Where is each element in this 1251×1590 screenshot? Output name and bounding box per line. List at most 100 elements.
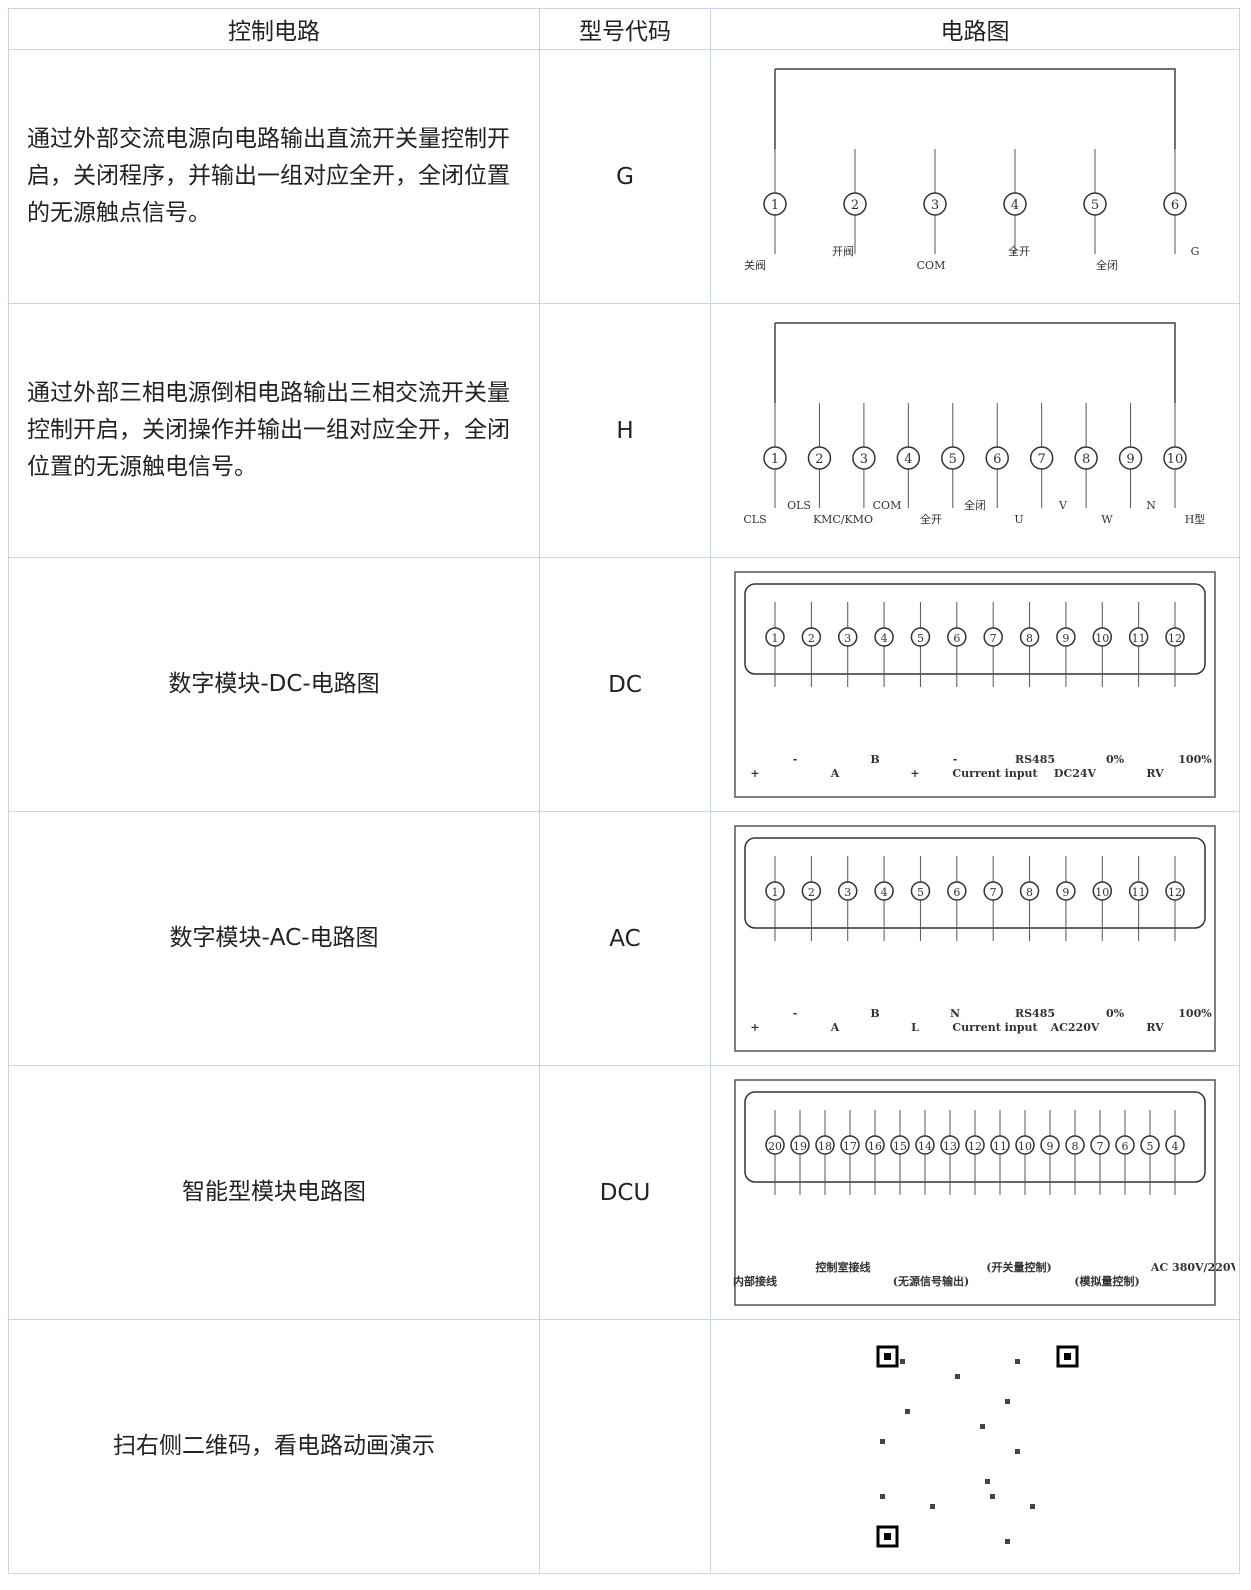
terminal-label: 17 (843, 1140, 857, 1153)
diagram-label: 开阀 (832, 244, 854, 258)
diagram-label: 全开 (920, 512, 942, 526)
terminal-label: 8 (1082, 452, 1090, 467)
terminal-label: 8 (1072, 1140, 1079, 1153)
diagram-label: 内部接线 (733, 1274, 777, 1288)
terminal-label: 11 (1132, 886, 1146, 899)
terminal (1019, 627, 1040, 647)
terminal-label: 16 (868, 1140, 882, 1153)
diagram-label: 控制室接线 (816, 1260, 871, 1274)
terminal-label: 5 (917, 632, 924, 645)
diagram-label: N (1146, 499, 1156, 512)
diagram-label: + (910, 767, 919, 780)
code: DC (539, 557, 711, 812)
terminal-label: 4 (1011, 198, 1019, 213)
terminal-label: 20 (768, 1140, 782, 1153)
terminal (763, 192, 787, 216)
terminal-label: 12 (1168, 632, 1182, 645)
row: 数字模块-DC-电路图 DC 1 2 3 4 5 6 7 8 9 10 11 12 + - A B + - Curren… (8, 557, 1240, 812)
header-cell: 控制电路 (8, 8, 540, 50)
code: AC (539, 811, 711, 1066)
terminal-label: 15 (893, 1140, 907, 1153)
terminal (1056, 627, 1076, 647)
diagram-label: - (793, 753, 798, 766)
diagram-label: L (911, 1021, 919, 1034)
diagram-label: KMC/KMO (813, 513, 873, 526)
circuit-diagram (876, 1345, 1079, 1548)
terminal (1090, 1135, 1110, 1155)
diagram-label: 100% (1178, 1007, 1212, 1020)
terminal-label: 4 (904, 452, 912, 467)
diagram-label: G (1191, 245, 1200, 258)
diagram-label: 100% (1178, 753, 1212, 766)
qr-module (1015, 1449, 1020, 1454)
terminal-label: 7 (990, 886, 997, 899)
diagram-label: COM (917, 259, 946, 272)
qr-module (1015, 1359, 1020, 1364)
diagram-label: RS485 (1015, 753, 1055, 766)
description: 数字模块-AC-电路图 (8, 811, 540, 1066)
diagram-label: 全闭 (1096, 258, 1118, 272)
terminal-label: 5 (949, 452, 957, 467)
qr-module (955, 1374, 960, 1379)
terminal (1128, 881, 1149, 901)
terminal (1140, 1135, 1160, 1155)
terminal (947, 627, 967, 647)
terminal-label: 2 (815, 452, 823, 467)
row: 智能型模块电路图 DCU 20 19 18 17 16 15 14 13 12 11 10 9 8 7 6 5 4 内… (8, 1065, 1240, 1320)
terminal-label: 6 (1171, 198, 1179, 213)
terminal (840, 1135, 860, 1155)
terminal (815, 1135, 835, 1155)
terminal-label: 7 (1097, 1140, 1104, 1153)
row: 扫右侧二维码，看电路动画演示 (8, 1319, 1240, 1574)
panel-inner (744, 583, 1206, 675)
diagram-label: W (1101, 513, 1113, 526)
terminal (947, 881, 967, 901)
terminal (890, 1135, 910, 1155)
terminal-label: 6 (993, 452, 1001, 467)
terminal-label: 3 (860, 452, 868, 467)
terminal (1003, 192, 1027, 216)
diagram-label: (开关量控制) (986, 1260, 1051, 1274)
terminal (1065, 1135, 1085, 1155)
panel-inner (744, 837, 1206, 929)
terminal (896, 446, 921, 470)
diagram-label: (模拟量控制) (1074, 1274, 1139, 1288)
diagram-label: AC220V (1050, 1021, 1100, 1034)
row: 通过外部交流电源向电路输出直流开关量控制开启，关闭程序，并输出一组对应全开，全闭… (8, 49, 1240, 304)
terminal (1074, 446, 1098, 470)
terminal-label: 11 (993, 1140, 1007, 1153)
diagram-label: A (830, 767, 840, 780)
header-cell: 型号代码 (539, 8, 711, 50)
diagram-cell: 1 2 3 4 5 6 7 8 9 10 CLS OLS KMC/KMO COM 全开 全闭 U V W N H型 (710, 303, 1240, 558)
diagram-label: 0% (1106, 1007, 1125, 1020)
terminal (1165, 1135, 1185, 1155)
diagram-label: - (793, 1007, 798, 1020)
diagram-cell: 20 19 18 17 16 15 14 13 12 11 10 9 8 7 6 5 4 内部接线 控制室接线 (无源… (710, 1065, 1240, 1320)
terminal (1019, 881, 1040, 901)
terminal (1040, 1135, 1060, 1155)
terminal (1056, 881, 1076, 901)
diagram-label: U (1014, 513, 1023, 526)
terminal (1029, 446, 1054, 470)
terminal (910, 881, 931, 901)
terminal-label: 2 (808, 886, 815, 899)
terminal (843, 192, 867, 216)
diagram-label: 0% (1106, 753, 1125, 766)
terminal-label: 12 (968, 1140, 982, 1153)
terminal-label: 6 (953, 886, 960, 899)
terminal-label: 5 (917, 886, 924, 899)
diagram-label: RV (1146, 767, 1164, 780)
terminal (910, 627, 931, 647)
terminal (1165, 881, 1185, 901)
terminal (807, 446, 832, 470)
circuit-table: 控制电路 型号代码 电路图 通过外部交流电源向电路输出直流开关量控制开启，关闭程… (8, 8, 1240, 1574)
terminal (1128, 627, 1149, 647)
terminal-label: 6 (1122, 1140, 1129, 1153)
terminal (765, 881, 785, 901)
terminal-label: 11 (1132, 632, 1146, 645)
terminal-label: 13 (943, 1140, 957, 1153)
panel-frame (734, 825, 1216, 1052)
